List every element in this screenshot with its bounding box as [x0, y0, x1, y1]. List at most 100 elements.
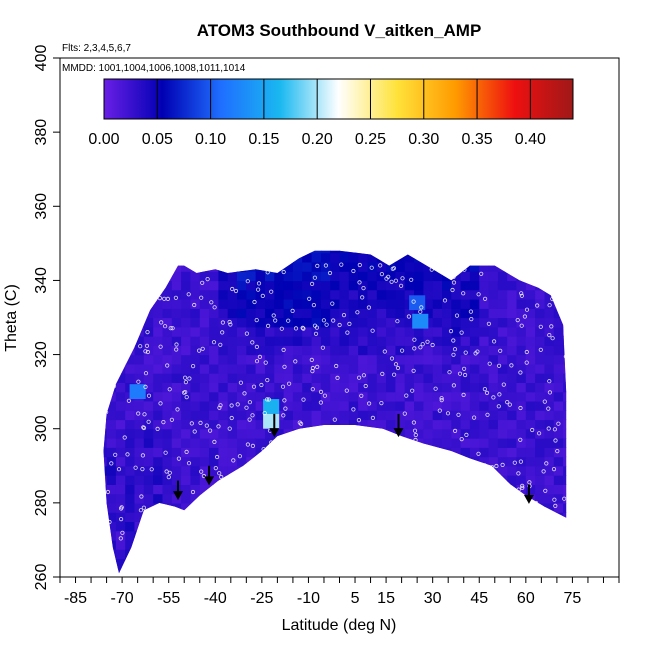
x-tick-label: -10 [297, 590, 320, 607]
heatmap-cell [517, 234, 527, 244]
heatmap-cell [470, 234, 480, 244]
heatmap-cell [339, 428, 350, 439]
sample-marker [491, 395, 496, 400]
heatmap-cell [190, 271, 201, 282]
heatmap-cell [497, 530, 508, 541]
heatmap-cell [274, 382, 285, 393]
heatmap-cell [386, 567, 396, 574]
heatmap-cell [199, 475, 210, 485]
heatmap-cell [162, 373, 173, 383]
sample-marker [147, 261, 153, 266]
heatmap-cell [218, 234, 228, 244]
sample-marker [452, 347, 458, 352]
sample-marker [120, 530, 125, 535]
heatmap-cell [218, 345, 229, 356]
heatmap-cell [442, 567, 452, 574]
sample-marker [187, 376, 192, 381]
heatmap-cell [265, 354, 275, 365]
heatmap-cell [525, 250, 536, 254]
sample-marker [218, 529, 223, 534]
heatmap-cell [274, 410, 285, 421]
heatmap-cell [255, 299, 266, 309]
heatmap-cell [535, 234, 545, 244]
heatmap-cell [330, 410, 341, 421]
heatmap-cell [348, 326, 359, 337]
heatmap-cell [103, 299, 108, 309]
sample-marker [376, 457, 381, 462]
heatmap-cell [516, 567, 527, 574]
heatmap-cell [516, 252, 527, 263]
heatmap-cell [274, 447, 285, 458]
heatmap-cell [171, 493, 182, 504]
heatmap-cell [143, 419, 154, 430]
sample-marker [512, 460, 517, 465]
heatmap-cell [181, 363, 191, 374]
heatmap-cell [209, 539, 219, 550]
heatmap-cell [103, 539, 108, 550]
sample-marker [463, 350, 468, 355]
heatmap-cell [115, 317, 126, 328]
heatmap-cell [553, 567, 564, 574]
heatmap-cell [283, 363, 294, 374]
heatmap-cell [311, 539, 322, 550]
heatmap-cell [330, 391, 341, 402]
heatmap-cell [404, 539, 415, 550]
heatmap-cell [442, 484, 452, 495]
heatmap-cell [103, 558, 108, 569]
heatmap-cell [395, 493, 406, 504]
sample-marker [280, 384, 286, 389]
heatmap-cell [143, 326, 154, 337]
heatmap-cell [199, 400, 210, 411]
heatmap-cell [516, 549, 527, 560]
heatmap-cell [507, 465, 518, 476]
sample-marker [327, 270, 333, 276]
heatmap-cell [386, 456, 396, 467]
heatmap-cell [162, 549, 173, 560]
heatmap-cell [358, 363, 368, 374]
heatmap-cell [395, 512, 406, 522]
sample-marker [458, 491, 463, 496]
heatmap-cell [209, 419, 219, 430]
sample-marker [136, 411, 141, 416]
heatmap-cell [497, 521, 508, 532]
heatmap-cell [516, 326, 527, 337]
heatmap-cell [115, 493, 126, 504]
heatmap-cell [339, 271, 350, 282]
heatmap-cell [367, 438, 378, 448]
sample-marker [501, 382, 506, 387]
sample-marker [557, 288, 563, 293]
heatmap-cell [526, 234, 536, 244]
sample-marker [314, 430, 319, 435]
heatmap-cell [404, 475, 415, 485]
sample-marker [317, 501, 322, 507]
heatmap-cell [553, 261, 564, 272]
heatmap-cell [265, 539, 275, 550]
x-tick-label: 5 [351, 590, 360, 607]
heatmap-cell [535, 456, 545, 467]
heatmap-cell [507, 549, 518, 560]
heatmap-cell [469, 271, 480, 282]
sample-marker [446, 537, 451, 542]
heatmap-cell [525, 530, 536, 541]
heatmap-cell [432, 567, 443, 574]
heatmap-cell [479, 428, 490, 439]
heatmap-cell [469, 465, 480, 476]
heatmap-cell [469, 447, 480, 458]
heatmap-cell [292, 354, 303, 365]
sample-marker [366, 250, 371, 255]
heatmap-cell [339, 558, 350, 569]
sample-marker [498, 348, 503, 353]
heatmap-cell [340, 234, 350, 244]
heatmap-cell [125, 484, 136, 495]
heatmap-cell [553, 250, 564, 254]
heatmap-cell [292, 410, 303, 421]
heatmap-cell [358, 549, 368, 560]
heatmap-cell [432, 475, 443, 485]
heatmap-cell [320, 373, 331, 383]
heatmap-cell [544, 475, 555, 485]
heatmap-cell [442, 521, 452, 532]
heatmap-cell [432, 252, 443, 263]
heatmap-cell [153, 299, 164, 309]
heatmap-cell [442, 271, 452, 282]
heatmap-cell [302, 456, 313, 467]
